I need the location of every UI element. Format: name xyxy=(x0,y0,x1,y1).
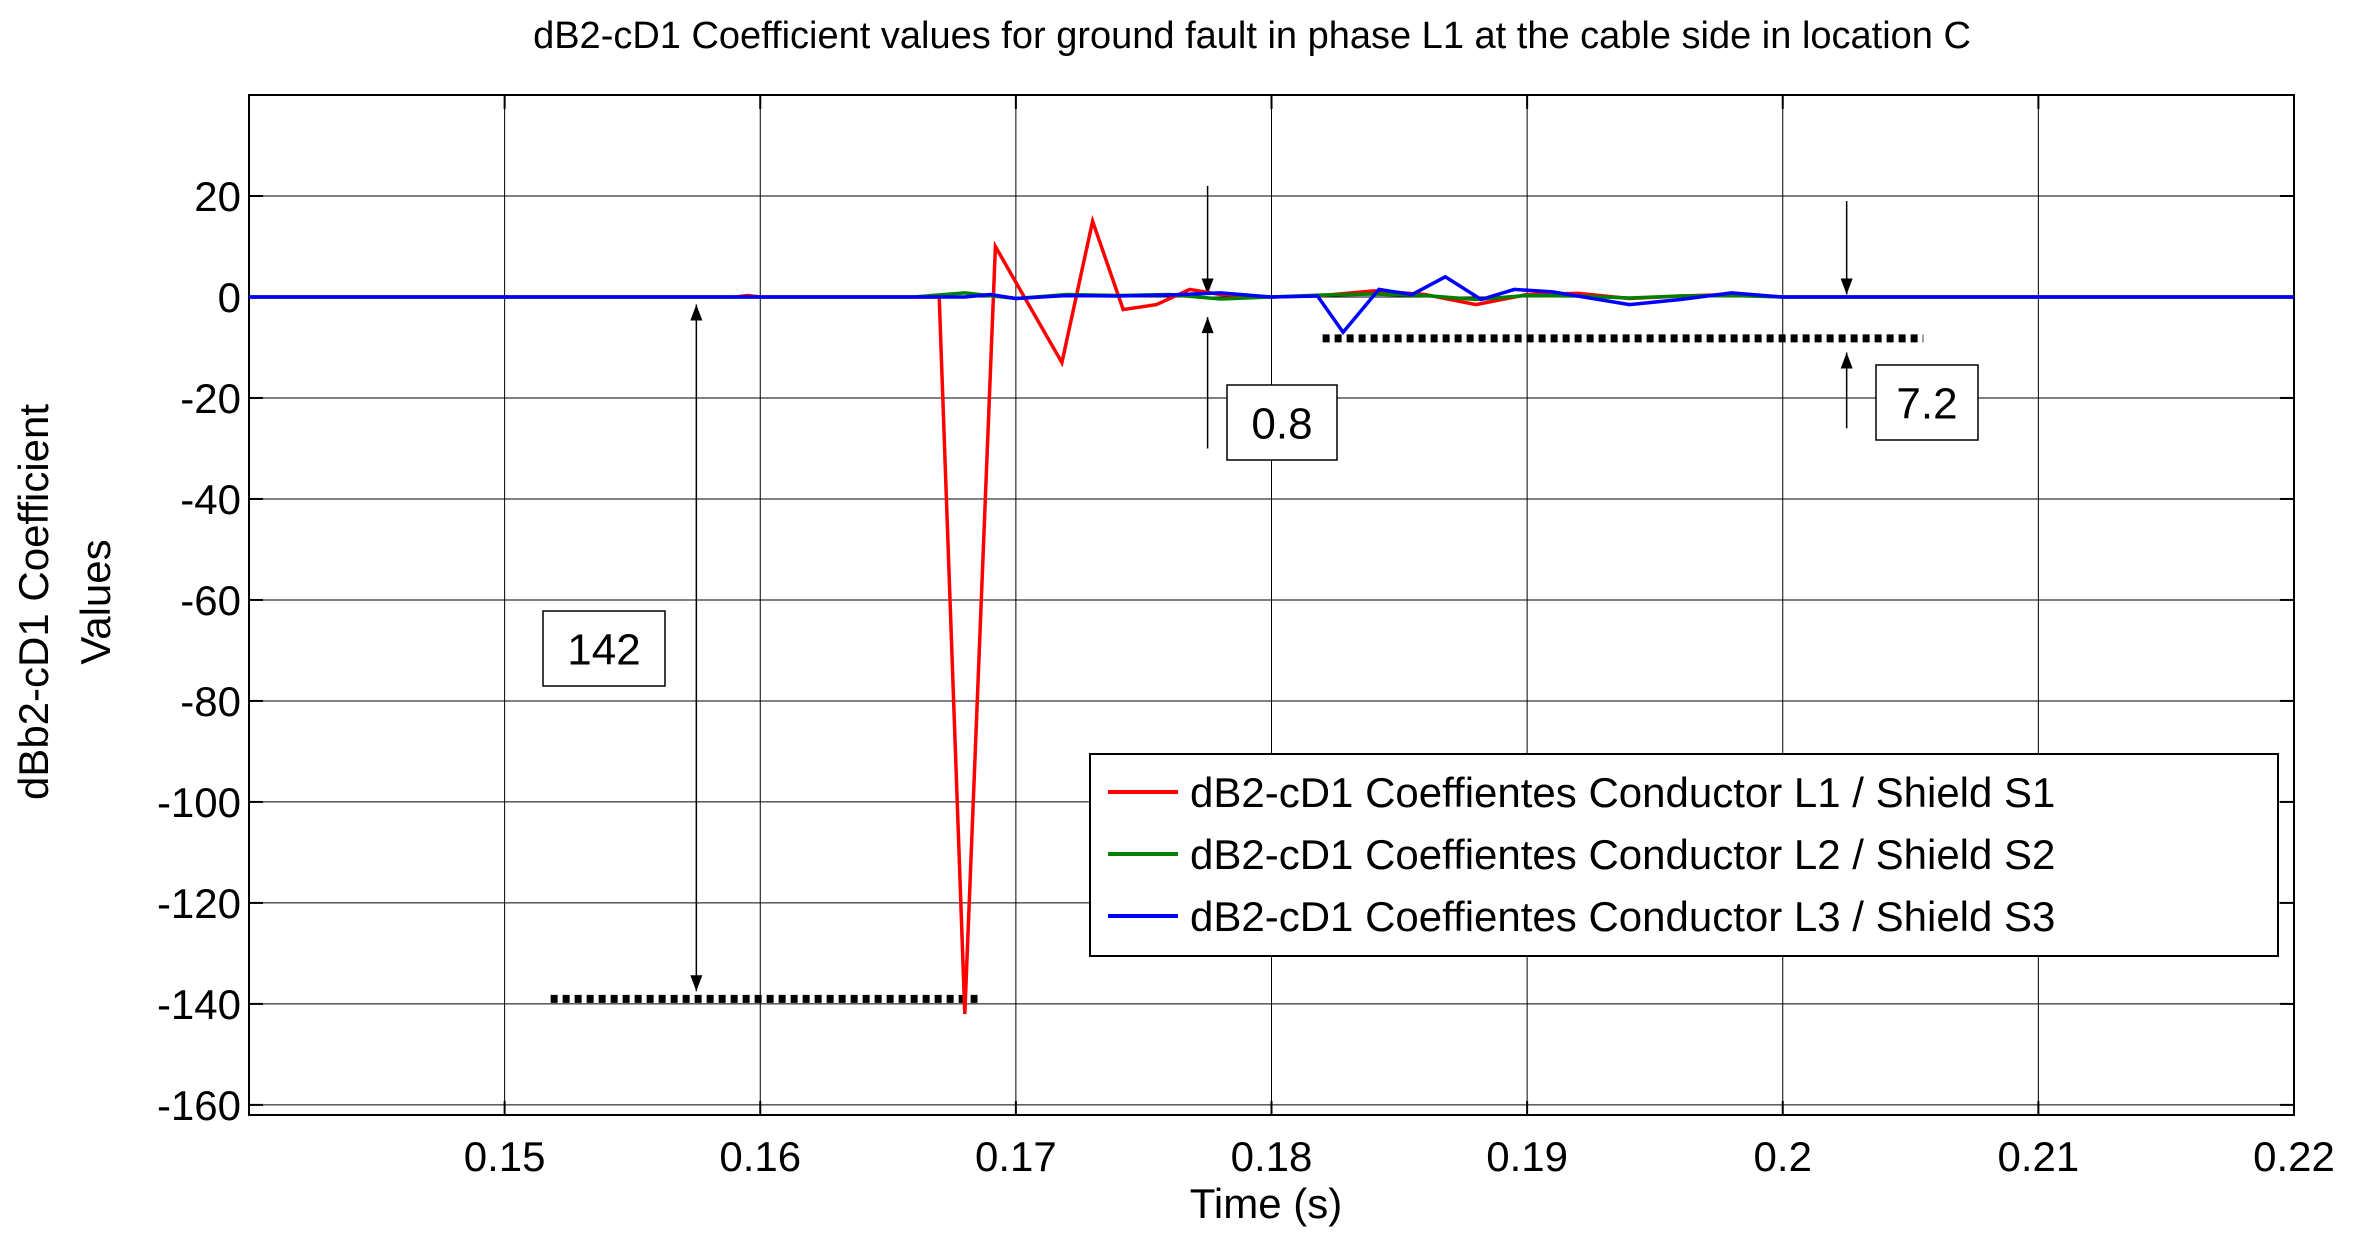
annotation-box-7-2-label: 7.2 xyxy=(1896,380,1957,429)
y-tick-label: -20 xyxy=(180,375,241,422)
arrow-head-142-bottom xyxy=(690,975,703,992)
arrow-head-0-8-up xyxy=(1201,317,1214,334)
y-tick-label: -100 xyxy=(157,779,241,826)
legend-label-1: dB2-cD1 Coeffientes Conductor L1 / Shiel… xyxy=(1190,769,2055,816)
arrow-head-7-2-down xyxy=(1840,278,1853,295)
y-tick-label: -140 xyxy=(157,981,241,1028)
x-axis-label: Time (s) xyxy=(1190,1180,1342,1227)
x-tick-label: 0.18 xyxy=(1231,1133,1313,1180)
legend-label-2: dB2-cD1 Coeffientes Conductor L2 / Shiel… xyxy=(1190,831,2055,878)
x-tick-label: 0.17 xyxy=(975,1133,1057,1180)
y-tick-label: 0 xyxy=(218,274,241,321)
x-tick-label: 0.16 xyxy=(719,1133,801,1180)
x-tick-label: 0.2 xyxy=(1754,1133,1812,1180)
annotation-box-142 xyxy=(542,610,666,687)
y-axis-label-line1: dBb2-cD1 Coefficient xyxy=(10,404,57,800)
y-tick-label: 20 xyxy=(194,173,241,220)
series-layer xyxy=(249,214,2294,1015)
annotation-box-7-2 xyxy=(1875,364,1979,441)
y-tick-label: -40 xyxy=(180,476,241,523)
legend-label-3: dB2-cD1 Coeffientes Conductor L3 / Shiel… xyxy=(1190,893,2055,940)
annotation-box-0-8-label: 0.8 xyxy=(1251,400,1312,449)
series-line-3 xyxy=(249,274,2294,336)
arrow-head-7-2-up xyxy=(1840,352,1853,369)
x-tick-label: 0.22 xyxy=(2253,1133,2335,1180)
x-tick-label: 0.19 xyxy=(1486,1133,1568,1180)
arrow-head-0-8-down xyxy=(1201,278,1214,295)
legend-box xyxy=(1089,753,2279,957)
y-tick-label: -160 xyxy=(157,1082,241,1129)
annotation-layer: 142 0.8 7.2 xyxy=(542,185,1979,1003)
y-axis-label-line2: Values xyxy=(72,539,119,664)
x-tick-label: 0.21 xyxy=(1998,1133,2080,1180)
x-tick-label: 0.15 xyxy=(464,1133,546,1180)
arrow-head-142-top xyxy=(690,304,703,321)
legend-layer: dB2-cD1 Coeffientes Conductor L1 / Shiel… xyxy=(1089,753,2279,957)
annotation-box-0-8 xyxy=(1226,384,1338,461)
chart-title: dB2-cD1 Coefficient values for ground fa… xyxy=(533,15,1971,57)
annotation-box-142-label: 142 xyxy=(567,626,640,675)
y-tick-label: -80 xyxy=(180,678,241,725)
tick-layer: 0.15 0.16 0.17 0.18 0.19 0.2 0.21 0.22 20 0 -20 -40… xyxy=(157,95,2335,1180)
y-tick-label: -60 xyxy=(180,577,241,624)
y-tick-label: -120 xyxy=(157,880,241,927)
